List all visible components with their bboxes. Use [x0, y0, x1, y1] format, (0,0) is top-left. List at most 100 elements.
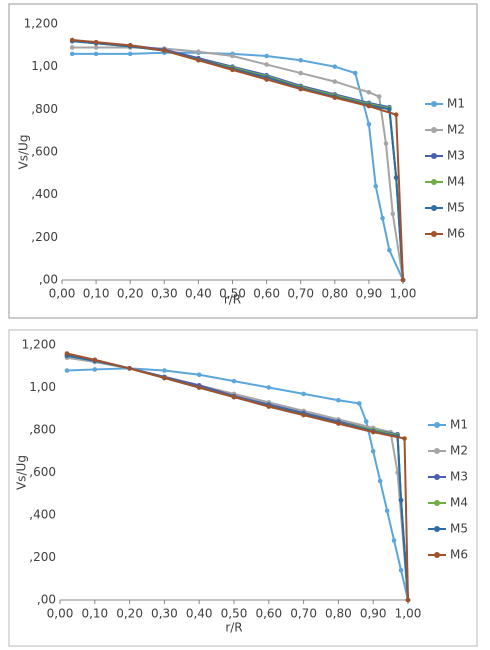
point — [69, 51, 75, 57]
point — [384, 508, 390, 514]
y-tick-label: ,200 — [29, 550, 56, 564]
legend-marker — [434, 526, 440, 532]
series-line — [72, 39, 404, 281]
point — [352, 70, 358, 76]
legend-label: M4 — [447, 175, 465, 189]
point — [336, 397, 341, 403]
point — [332, 95, 338, 100]
x-tick-label: 0,80 — [325, 607, 352, 621]
point — [387, 247, 392, 253]
point — [127, 51, 133, 57]
legend-label: M5 — [447, 201, 465, 215]
point — [64, 351, 70, 356]
x-tick-label: 0,90 — [360, 607, 387, 621]
point — [377, 478, 383, 484]
point — [231, 378, 237, 384]
point — [92, 367, 98, 372]
x-tick-label: 0,50 — [221, 607, 248, 621]
point — [162, 368, 167, 373]
point — [393, 175, 399, 180]
y-tick-label: ,600 — [31, 145, 58, 159]
legend-marker — [431, 179, 437, 185]
point — [266, 385, 272, 390]
chart-frame — [8, 3, 478, 319]
x-tick-label: 0,40 — [186, 607, 213, 621]
legend-label: M2 — [447, 123, 465, 137]
point — [373, 183, 379, 189]
point — [162, 48, 167, 53]
x-tick-label: 0,30 — [151, 607, 178, 621]
x-tick-label: 0,00 — [49, 287, 76, 301]
x-tick-label: 0,10 — [83, 287, 110, 301]
legend-label: M2 — [450, 444, 468, 458]
point — [366, 103, 372, 109]
x-tick-label: 0,60 — [255, 607, 282, 621]
point — [264, 53, 269, 59]
y-tick-label: ,00 — [37, 593, 56, 607]
point — [380, 215, 385, 221]
x-tick-label: 0,90 — [356, 287, 383, 301]
point — [400, 277, 406, 283]
series-line — [66, 352, 409, 601]
point — [230, 67, 235, 73]
x-tick-label: 0,00 — [47, 607, 74, 621]
x-tick-label: 0,50 — [219, 287, 246, 301]
x-axis-label: r/R — [224, 293, 241, 307]
y-tick-label: ,800 — [29, 423, 56, 437]
x-tick-label: 1,00 — [395, 607, 422, 621]
series-line — [66, 367, 409, 601]
y-tick-label: ,600 — [29, 465, 56, 479]
point — [332, 79, 338, 84]
series-line — [72, 40, 404, 281]
legend-marker — [434, 500, 440, 506]
point — [231, 394, 237, 400]
point — [127, 366, 132, 371]
legend-label: M6 — [450, 548, 468, 562]
y-tick-label: 1,200 — [24, 17, 58, 31]
point — [266, 404, 272, 409]
x-axis-label: r/R — [225, 621, 242, 635]
x-tick-label: 0,60 — [253, 287, 280, 301]
point — [387, 107, 392, 112]
point — [196, 57, 201, 63]
x-tick-label: 0,40 — [185, 287, 212, 301]
legend-label: M3 — [450, 470, 468, 484]
point — [301, 412, 306, 418]
x-tick-label: 0,10 — [81, 607, 108, 621]
legend-label: M1 — [447, 97, 465, 111]
y-axis-label: Vs/Ug — [17, 135, 31, 170]
x-tick-label: 0,20 — [116, 607, 143, 621]
series-line — [72, 46, 404, 281]
series-line — [66, 354, 409, 601]
y-tick-label: ,400 — [29, 508, 56, 522]
point — [196, 385, 202, 390]
point — [298, 70, 304, 76]
legend-label: M5 — [450, 522, 468, 536]
series-line — [72, 40, 404, 281]
point — [332, 64, 338, 69]
x-tick-label: 0,30 — [151, 287, 178, 301]
y-axis-label: Vs/Ug — [15, 455, 29, 490]
point — [366, 89, 372, 95]
x-tick-label: 0,70 — [290, 607, 317, 621]
legend-label: M3 — [447, 149, 465, 163]
legend-marker — [431, 101, 437, 107]
point — [301, 391, 306, 397]
y-tick-label: ,00 — [39, 273, 58, 287]
point — [405, 597, 411, 603]
point — [230, 53, 235, 59]
point — [264, 62, 269, 67]
point — [93, 51, 99, 57]
legend-label: M1 — [450, 418, 468, 432]
legend-label: M6 — [447, 227, 465, 241]
x-tick-label: 0,70 — [287, 287, 314, 301]
series-line — [66, 356, 409, 601]
chart-frame — [8, 329, 478, 647]
point — [93, 45, 99, 50]
legend-marker — [434, 552, 440, 558]
point — [336, 421, 341, 426]
legend-marker — [434, 422, 440, 428]
legend-marker — [431, 127, 437, 133]
legend-marker — [431, 231, 437, 237]
